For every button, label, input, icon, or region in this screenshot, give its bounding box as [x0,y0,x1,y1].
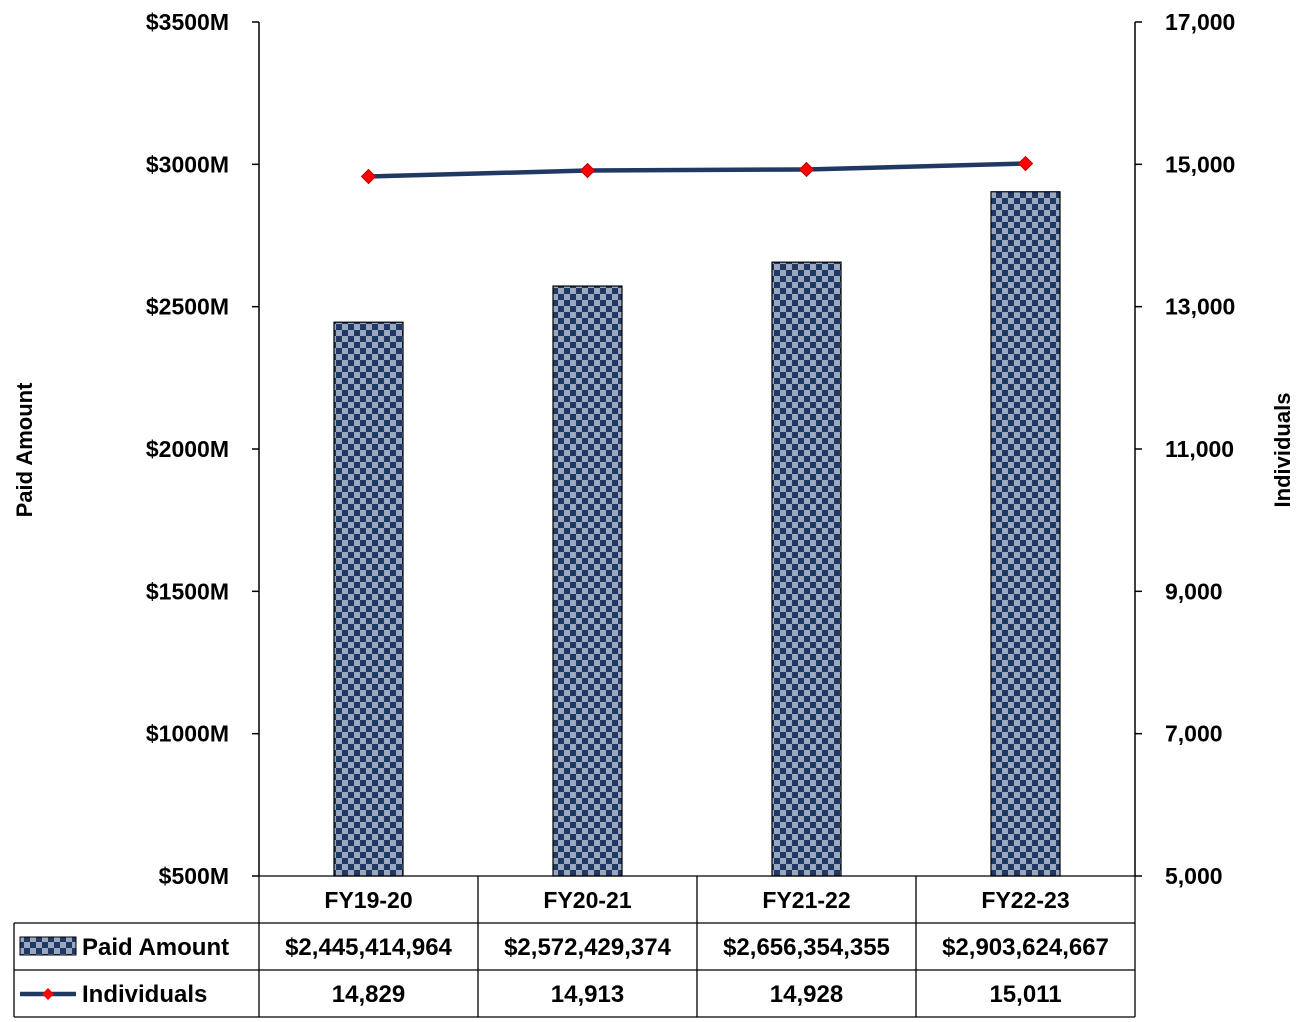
y-right-tick-label: 13,000 [1165,294,1235,320]
x-category-label: FY22-23 [981,887,1069,913]
y-right-tick-label: 9,000 [1165,578,1223,604]
bar-paid-amount [771,261,842,877]
bar-paid-amount [333,321,404,877]
y-left-tick-label: $3500M [146,9,229,35]
x-category-label: FY21-22 [762,887,850,913]
individuals-point [360,168,377,185]
y-right-tick-label: 7,000 [1165,721,1223,747]
individuals-point [579,162,596,179]
data-label-paid-amount: $2,445,414,964 [285,934,452,961]
data-label-paid-amount: $2,903,624,667 [942,934,1109,961]
legend-swatch-paid-amount [19,936,77,956]
individuals-line-group [360,155,1034,185]
y-left-tick-label: $500M [159,863,229,889]
data-label-individuals: 14,928 [770,981,843,1008]
y-left-tick-label: $2000M [146,436,229,462]
individuals-line [368,161,1026,179]
data-label-individuals: 15,011 [989,981,1061,1008]
y-right-tick-label: 11,000 [1165,436,1234,462]
individuals-point [1017,155,1034,172]
legend-label-individuals: Individuals [82,981,207,1008]
data-label-paid-amount: $2,572,429,374 [504,934,671,961]
y-left-tick-label: $1500M [146,578,229,604]
axes: $500M $1000M $1500M $2000M $2500M $3000M $3500… [146,9,1235,889]
y-right-axis-title: Individuals [1270,393,1295,508]
data-label-paid-amount: $2,656,354,355 [723,934,890,961]
y-right-tick-label: 15,000 [1165,151,1235,177]
y-right-tick-label: 5,000 [1165,863,1223,889]
individuals-point [798,161,815,178]
data-label-individuals: 14,829 [332,981,405,1008]
legend-swatch-individuals-marker [42,988,54,1000]
y-left-tick-label: $3000M [146,151,229,177]
data-table: FY19-20 FY20-21 FY21-22 FY22-23 Paid Amount $… [13,875,1136,1018]
legend-label-paid-amount: Paid Amount [82,934,229,961]
bar-paid-amount [552,285,623,877]
x-category-label: FY20-21 [543,887,631,913]
bars [333,191,1061,877]
y-right-tick-label: 17,000 [1165,9,1235,35]
y-left-tick-label: $1000M [146,721,229,747]
y-left-tick-label: $2500M [146,294,229,320]
x-category-label: FY19-20 [324,887,412,913]
bar-paid-amount [990,191,1061,877]
data-label-individuals: 14,913 [551,981,624,1008]
y-left-axis-title: Paid Amount [12,382,37,518]
